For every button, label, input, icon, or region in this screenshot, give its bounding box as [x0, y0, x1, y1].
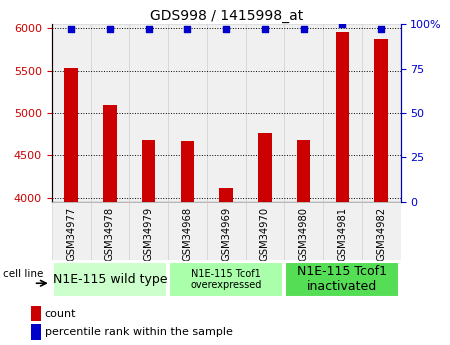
Text: percentile rank within the sample: percentile rank within the sample — [45, 327, 233, 337]
Bar — [64, 68, 78, 202]
Text: GSM34979: GSM34979 — [144, 207, 153, 261]
Bar — [31, 306, 40, 321]
Point — [339, 21, 346, 27]
Point — [378, 27, 385, 32]
Bar — [129, 24, 168, 202]
Bar — [246, 24, 284, 202]
Bar — [31, 325, 40, 339]
Bar — [52, 202, 90, 260]
Bar — [168, 202, 207, 260]
Bar — [168, 24, 207, 202]
Bar — [285, 262, 399, 297]
Bar — [219, 188, 233, 202]
Bar — [103, 105, 117, 202]
Bar — [180, 141, 194, 202]
Point — [145, 27, 152, 32]
Text: GSM34981: GSM34981 — [338, 207, 347, 260]
Point — [106, 27, 113, 32]
Text: GSM34982: GSM34982 — [376, 207, 386, 260]
Bar — [90, 24, 129, 202]
Text: GSM34969: GSM34969 — [221, 207, 231, 261]
Point — [222, 27, 230, 32]
Bar — [297, 140, 310, 202]
Bar — [207, 24, 246, 202]
Text: count: count — [45, 309, 76, 319]
Text: GSM34977: GSM34977 — [66, 207, 76, 261]
Text: GSM34970: GSM34970 — [260, 207, 270, 260]
Text: N1E-115 wild type: N1E-115 wild type — [53, 273, 167, 286]
Text: GSM34980: GSM34980 — [299, 207, 309, 260]
Bar — [362, 24, 400, 202]
Point — [68, 27, 75, 32]
Bar — [53, 262, 167, 297]
Bar — [169, 262, 283, 297]
Bar — [323, 24, 362, 202]
Point — [184, 27, 191, 32]
Bar — [142, 140, 155, 202]
Bar — [207, 202, 246, 260]
Bar — [258, 133, 272, 202]
Text: cell line: cell line — [3, 269, 43, 279]
Title: GDS998 / 1415998_at: GDS998 / 1415998_at — [149, 9, 303, 23]
Bar — [52, 24, 90, 202]
Text: GSM34978: GSM34978 — [105, 207, 115, 260]
Bar — [284, 202, 323, 260]
Bar — [362, 202, 400, 260]
Text: GSM34968: GSM34968 — [182, 207, 193, 260]
Bar — [90, 202, 129, 260]
Text: N1E-115 Tcof1
inactivated: N1E-115 Tcof1 inactivated — [297, 265, 387, 294]
Bar — [336, 32, 349, 202]
Bar — [323, 202, 362, 260]
Bar — [284, 24, 323, 202]
Point — [261, 27, 269, 32]
Bar — [246, 202, 284, 260]
Bar — [129, 202, 168, 260]
Text: N1E-115 Tcof1
overexpressed: N1E-115 Tcof1 overexpressed — [190, 269, 262, 290]
Bar — [374, 39, 388, 202]
Point — [300, 27, 307, 32]
